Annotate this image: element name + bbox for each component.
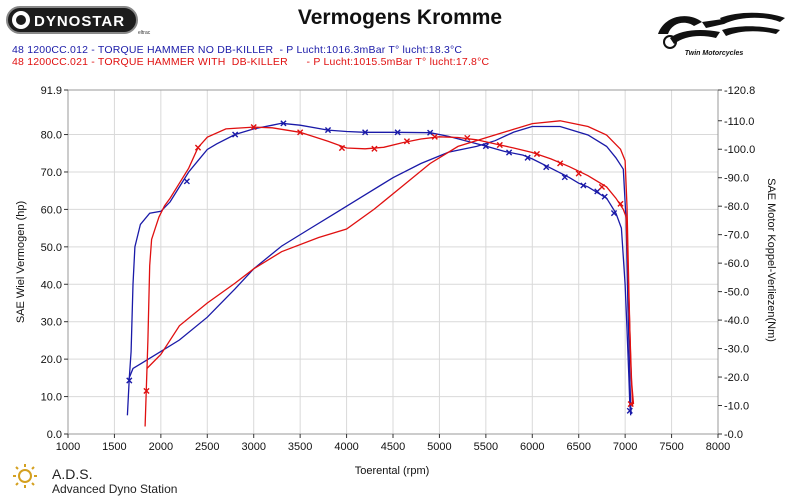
point-marker-run-1: [601, 193, 608, 200]
y-tick-label: 0.0: [47, 429, 62, 441]
y2-tick-label: -40.0: [724, 315, 749, 327]
point-marker-run-1: [524, 154, 531, 161]
x-tick-label: 3500: [288, 441, 312, 453]
point-marker-run-1: [594, 188, 601, 195]
point-marker-run-1: [126, 377, 133, 384]
y-tick-label: 10.0: [41, 392, 62, 404]
point-marker-run-1: [427, 129, 434, 136]
point-marker-run-1: [232, 131, 239, 138]
x-tick-label: 3000: [241, 441, 265, 453]
sun-icon: [13, 464, 37, 488]
logo-text: DYNOSTAR: [34, 13, 125, 30]
point-marker-run-2: [617, 200, 624, 207]
y2-tick-label: -90.0: [724, 173, 749, 185]
y2-tick-label: -110.0: [724, 116, 754, 128]
point-marker-run-2: [496, 141, 503, 149]
chart-axes: 0.0 10.0 20.0 30.0 40.0 50.0 60.0 70.0 80.0 91.9 -…: [41, 85, 756, 453]
torque-line-run-1: [127, 125, 632, 415]
point-marker-run-1: [324, 126, 332, 134]
y-tick-label: 60.0: [41, 204, 62, 216]
brand-text: Twin Motorcycles: [684, 50, 744, 57]
y-tick-label: 40.0: [41, 279, 62, 291]
x-tick-label: 2500: [195, 441, 219, 453]
point-marker-run-2: [194, 144, 202, 151]
y-tick-label: 20.0: [41, 354, 62, 366]
point-marker-run-2: [627, 400, 634, 408]
point-marker-run-1: [580, 182, 587, 189]
dynostar-logo: DYNOSTAR eltrac: [6, 6, 151, 36]
y2-axis-label: SAE Motor Koppel-Verliezen(Nm): [765, 178, 777, 342]
y-tick-label: 80.0: [41, 130, 62, 142]
chart-plot: [126, 120, 635, 427]
chart-title: Vermogens Kromme: [297, 6, 503, 29]
twin-motorcycles-logo: [658, 12, 785, 49]
y2-tick-label: -60.0: [724, 258, 749, 270]
torque-line-run-2: [146, 120, 634, 406]
point-marker-run-1: [561, 174, 568, 181]
x-tick-label: 8000: [706, 441, 730, 453]
point-marker-run-2: [575, 170, 582, 177]
x-tick-label: 6500: [566, 441, 590, 453]
y2-tick-label: -120.8: [724, 85, 755, 97]
footer-full: Advanced Dyno Station: [52, 482, 178, 496]
chart-grid: [68, 90, 718, 434]
x-tick-label: 5500: [474, 441, 498, 453]
y-axis-label: SAE Wiel Vermogen (hp): [15, 201, 27, 323]
point-marker-run-1: [280, 120, 287, 127]
y2-tick-label: -100.0: [724, 144, 755, 156]
power-line-run-2: [144, 126, 635, 427]
x-tick-label: 2000: [149, 441, 173, 453]
point-marker-run-1: [362, 129, 369, 136]
y2-tick-label: -20.0: [724, 372, 749, 384]
y2-tick-label: -30.0: [724, 344, 749, 356]
logo-sub: eltrac: [138, 30, 151, 36]
point-marker-run-2: [297, 129, 304, 136]
y-tick-label: 91.9: [41, 85, 62, 97]
point-marker-run-1: [394, 129, 401, 136]
point-marker-run-2: [598, 183, 606, 191]
ads-footer-logo: [13, 464, 37, 488]
y-tick-label: 70.0: [41, 167, 62, 179]
y2-tick-label: -0.0: [724, 429, 743, 441]
power-line-run-1: [126, 122, 632, 416]
y2-tick-label: -50.0: [724, 287, 749, 299]
footer-short: A.D.S.: [52, 466, 93, 482]
y-tick-label: 50.0: [41, 242, 62, 254]
y2-tick-label: -80.0: [724, 201, 749, 213]
y-tick-label: 30.0: [41, 317, 62, 329]
point-marker-run-2: [143, 387, 150, 395]
point-marker-run-2: [431, 133, 438, 140]
x-tick-label: 5000: [427, 441, 451, 453]
point-marker-run-2: [338, 144, 346, 152]
point-marker-run-1: [482, 143, 489, 150]
run-2-label: 48 1200CC.021 - TORQUE HAMMER WITH DB-KI…: [12, 56, 490, 68]
point-marker-run-2: [464, 134, 471, 142]
x-tick-label: 7500: [659, 441, 683, 453]
x-tick-label: 6000: [520, 441, 544, 453]
y2-tick-label: -70.0: [724, 230, 749, 242]
point-marker-run-2: [557, 160, 564, 167]
run-1-label: 48 1200CC.012 - TORQUE HAMMER NO DB-KILL…: [12, 44, 463, 56]
x-tick-label: 4500: [381, 441, 405, 453]
point-marker-run-1: [626, 407, 633, 414]
point-marker-run-1: [610, 210, 618, 217]
point-marker-run-2: [533, 150, 541, 158]
x-tick-label: 7000: [613, 441, 637, 453]
point-marker-run-1: [183, 178, 190, 185]
point-marker-run-2: [250, 123, 257, 131]
point-marker-run-1: [543, 164, 550, 171]
point-marker-run-2: [403, 138, 411, 145]
point-marker-run-2: [371, 145, 378, 152]
y2-tick-label: -10.0: [724, 401, 749, 413]
point-marker-run-1: [505, 149, 513, 156]
x-tick-label: 4000: [334, 441, 358, 453]
x-tick-label: 1000: [56, 441, 80, 453]
x-axis-label: Toerental (rpm): [355, 465, 430, 477]
x-tick-label: 1500: [102, 441, 126, 453]
